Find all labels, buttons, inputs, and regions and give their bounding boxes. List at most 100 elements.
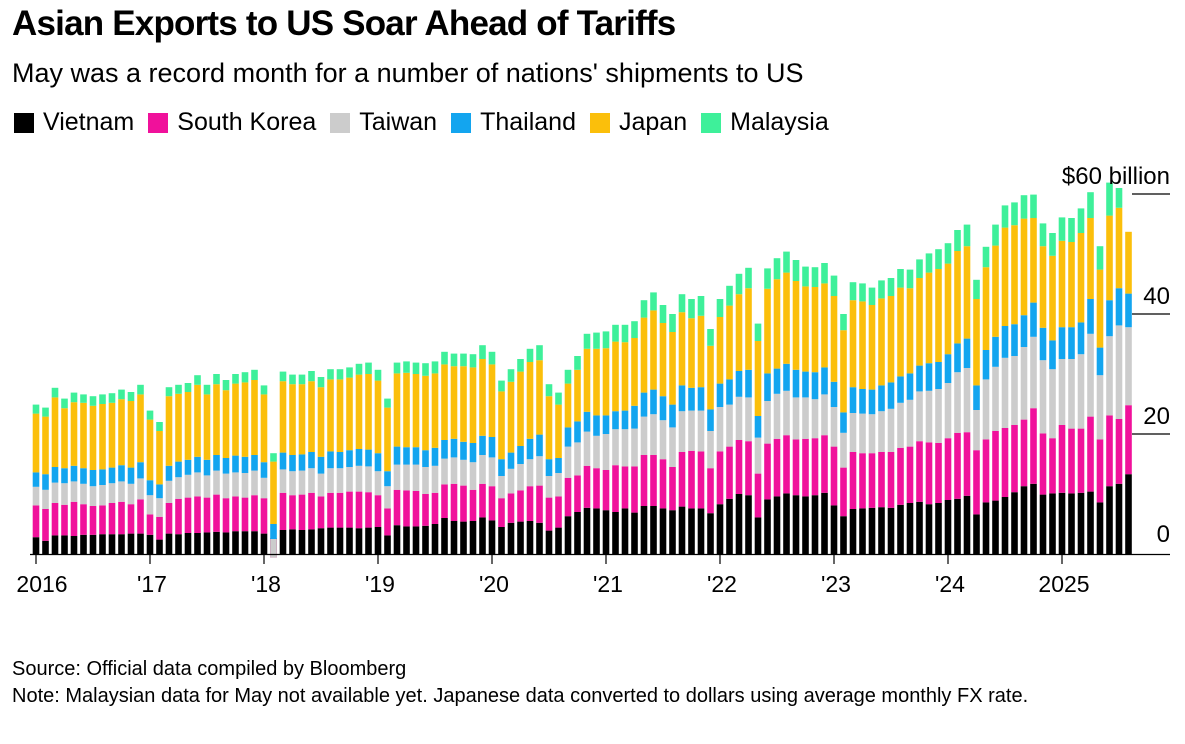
bar-japan-2022-09: [792, 281, 800, 370]
bar-malaysia-2021-07: [659, 305, 667, 323]
bar-thailand-2016-10: [118, 465, 125, 482]
bar-taiwan-2021-03: [621, 429, 629, 467]
bar-south-korea-2021-07: [659, 459, 667, 509]
bar-vietnam-2019-10: [460, 521, 467, 554]
bar-vietnam-2018-08: [327, 527, 334, 554]
bar-japan-2020-12: [593, 348, 600, 416]
bar-japan-2018-12: [365, 374, 372, 450]
bar-japan-2021-08: [669, 332, 676, 405]
bar-taiwan-2020-03: [507, 468, 515, 494]
bar-thailand-2019-11: [469, 443, 477, 463]
bar-vietnam-2023-04: [859, 508, 866, 554]
bar-vietnam-2022-04: [745, 495, 752, 554]
bar-taiwan-2016-08: [99, 485, 106, 506]
bar-taiwan-2019-01: [374, 471, 382, 496]
bar-south-korea-2018-01: [260, 498, 268, 534]
bar-taiwan-2024-10: [1030, 336, 1037, 409]
bar-taiwan-2020-12: [593, 435, 600, 469]
bar-malaysia-2022-07: [773, 258, 781, 280]
bar-malaysia-2016-11: [127, 392, 135, 401]
bar-japan-2023-07: [887, 296, 895, 383]
bar-japan-2023-11: [925, 272, 933, 364]
bar-vietnam-2021-03: [621, 508, 629, 554]
bar-taiwan-2019-04: [403, 464, 410, 491]
bar-south-korea-2022-06: [764, 443, 771, 500]
bar-malaysia-2020-01: [488, 351, 496, 365]
bar-japan-2016-11: [127, 401, 135, 468]
legend-label-south-korea: South Korea: [177, 108, 317, 136]
bar-taiwan-2025-01: [1058, 359, 1066, 425]
bar-thailand-2020-07: [545, 459, 553, 476]
bar-thailand-2017-11: [241, 456, 249, 473]
bar-south-korea-2020-09: [564, 477, 572, 517]
bar-thailand-2024-06: [992, 336, 999, 367]
bar-malaysia-2017-11: [241, 372, 249, 383]
bar-south-korea-2017-11: [241, 497, 249, 532]
bar-japan-2024-10: [1030, 218, 1037, 303]
bar-malaysia-2019-06: [422, 363, 429, 376]
bar-taiwan-2020-09: [564, 446, 572, 478]
bar-south-korea-2023-11: [925, 442, 933, 505]
bar-japan-2021-05: [640, 317, 648, 393]
bar-vietnam-2019-07: [431, 524, 439, 554]
bar-vietnam-2023-07: [887, 507, 895, 554]
bar-south-korea-2023-08: [897, 447, 904, 505]
bar-thailand-2020-10: [574, 421, 581, 443]
bar-south-korea-2016-04: [61, 504, 68, 536]
bar-japan-2019-04: [403, 372, 410, 448]
bar-thailand-2024-08: [1011, 324, 1018, 356]
bar-vietnam-2019-09: [450, 521, 458, 554]
bar-vietnam-2017-12: [251, 531, 258, 554]
bar-vietnam-2019-05: [412, 526, 420, 554]
bar-vietnam-2017-08: [213, 531, 220, 554]
bar-japan-2017-11: [241, 382, 249, 457]
bar-vietnam-2020-10: [574, 512, 581, 554]
bar-thailand-2022-06: [764, 373, 771, 401]
bar-taiwan-2022-10: [802, 397, 809, 439]
bar-thailand-2016-03: [51, 467, 59, 483]
legend-item-vietnam: Vietnam: [14, 108, 134, 137]
bar-vietnam-2018-10: [346, 527, 353, 554]
bar-taiwan-2017-09: [222, 473, 230, 499]
bar-vietnam-2016-11: [127, 533, 135, 554]
legend-swatch-vietnam: [14, 112, 34, 133]
bar-japan-2019-05: [412, 374, 420, 448]
chart-title: Asian Exports to US Soar Ahead of Tariff…: [12, 4, 676, 43]
bar-thailand-2023-03: [849, 387, 857, 413]
bar-thailand-2024-04: [973, 385, 980, 410]
bar-malaysia-2023-07: [887, 278, 895, 296]
bar-japan-2020-08: [555, 404, 562, 458]
bar-thailand-2022-09: [792, 369, 800, 398]
bar-south-korea-2025-08: [1125, 405, 1132, 475]
bar-thailand-2018-01: [260, 462, 268, 478]
bar-south-korea-2019-12: [479, 483, 486, 518]
bar-japan-2023-04: [859, 301, 866, 389]
bar-taiwan-2019-06: [422, 467, 429, 494]
bar-taiwan-2018-10: [346, 467, 353, 492]
bar-malaysia-2019-08: [441, 351, 448, 365]
bar-thailand-2021-02: [612, 411, 619, 430]
x-tick-label-3: '19: [365, 571, 395, 597]
y-tick-label-40: 40: [1143, 283, 1170, 310]
bar-vietnam-2017-04: [175, 534, 182, 554]
bar-taiwan-2019-02: [384, 486, 391, 509]
bar-japan-2020-04: [517, 371, 524, 446]
bar-taiwan-2018-05: [298, 470, 306, 495]
bar-malaysia-2017-04: [175, 384, 182, 394]
bar-malaysia-2018-04: [289, 374, 296, 385]
bar-malaysia-2023-12: [935, 249, 942, 269]
bar-malaysia-2022-01: [716, 299, 724, 317]
bar-taiwan-2016-01: [32, 486, 40, 506]
bar-taiwan-2025-03: [1077, 354, 1085, 429]
bar-japan-2018-10: [346, 377, 353, 451]
legend-swatch-malaysia: [701, 112, 722, 133]
bar-japan-2019-08: [441, 364, 448, 440]
bar-vietnam-2020-06: [536, 522, 543, 554]
bar-taiwan-2023-01: [830, 407, 838, 447]
bar-taiwan-2025-02: [1068, 359, 1075, 429]
bar-taiwan-2024-05: [982, 379, 990, 440]
bar-thailand-2025-08: [1125, 293, 1132, 328]
bar-malaysia-2022-08: [783, 251, 790, 273]
bar-japan-2016-03: [51, 397, 59, 467]
bar-vietnam-2024-12: [1049, 493, 1056, 554]
